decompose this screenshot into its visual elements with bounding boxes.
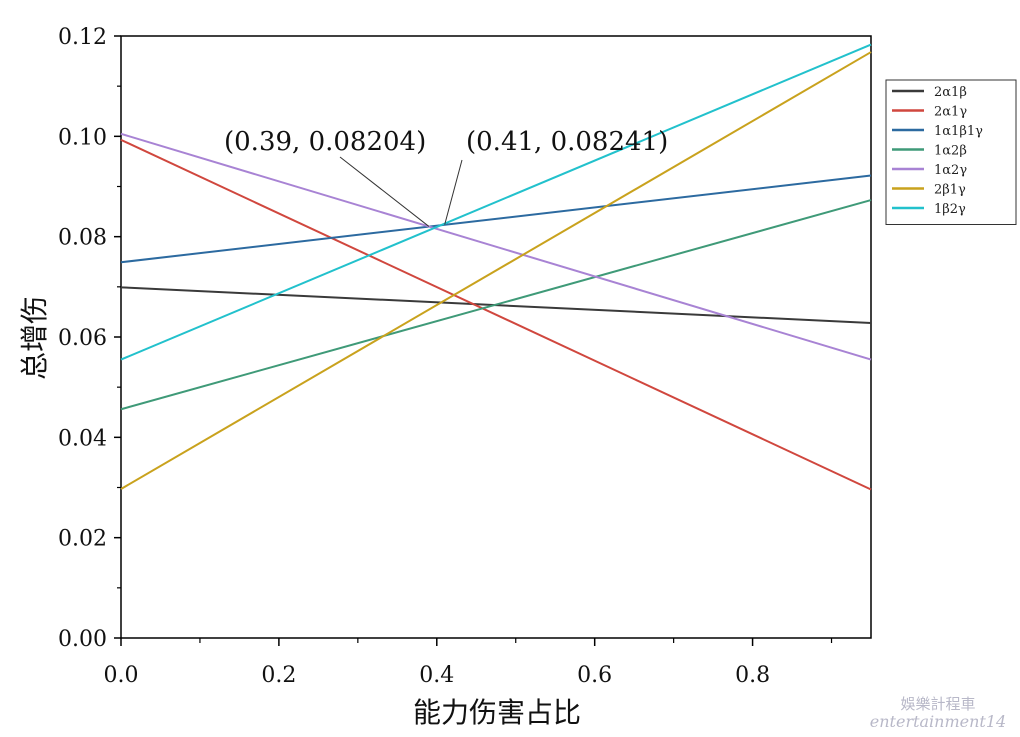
x-tick-label-4: 0.8: [735, 663, 770, 688]
y-tick-label-5: 0.10: [58, 125, 107, 150]
legend-label-4: 1α2β: [934, 144, 967, 159]
series-line-5: [120, 132, 872, 361]
legend-box: [885, 79, 1017, 225]
series-line-7: [120, 43, 872, 361]
annotation-label-2: (0.41, 0.08241): [466, 127, 668, 157]
y-tick-label-2: 0.04: [58, 426, 107, 451]
series-line-6: [120, 51, 872, 490]
watermark: 娛樂計程車 entertainment14: [870, 695, 1006, 731]
y-tick-label-4: 0.08: [58, 226, 107, 251]
x-tick-label-2: 0.4: [419, 663, 454, 688]
watermark-line2: entertainment14: [870, 712, 1006, 731]
series-lines: [120, 43, 872, 491]
legend-label-3: 1α1β1γ: [934, 124, 983, 139]
x-tick-label-1: 0.2: [261, 663, 296, 688]
legend: 2α1β 2α1γ 1α1β1γ 1α2β 1α2γ 2β1γ 1β2γ: [885, 79, 1017, 225]
y-tick-label-1: 0.02: [58, 527, 107, 552]
legend-label-5: 1α2γ: [934, 163, 967, 178]
y-tick-label-0: 0.00: [58, 627, 107, 652]
legend-label-1: 2α1β: [934, 85, 967, 100]
watermark-line1: 娛樂計程車: [900, 695, 975, 713]
series-line-3: [120, 174, 872, 264]
annotation-leader-2: [444, 159, 463, 225]
y-axis-title: 总增伤: [18, 296, 51, 380]
annotation-label-1: (0.39, 0.08204): [224, 127, 426, 157]
axes: 0.00 0.02 0.04 0.06 0.08 0.10 0.12 0.0 0.2 0.4 0.6…: [58, 25, 833, 688]
x-tick-label-3: 0.6: [577, 663, 612, 688]
x-axis-title: 能力伤害占比: [413, 696, 581, 729]
series-line-2: [120, 138, 872, 491]
y-tick-label-3: 0.06: [58, 326, 107, 351]
annotation-leader-1: [339, 156, 430, 227]
x-tick-label-0: 0.0: [104, 663, 139, 688]
y-tick-label-6: 0.12: [58, 25, 107, 50]
annotations: (0.39, 0.08204) (0.41, 0.08241): [224, 127, 668, 227]
legend-label-6: 2β1γ: [934, 183, 966, 198]
legend-label-7: 1β2γ: [934, 202, 966, 217]
series-line-4: [120, 199, 872, 411]
legend-label-2: 2α1γ: [934, 105, 967, 120]
